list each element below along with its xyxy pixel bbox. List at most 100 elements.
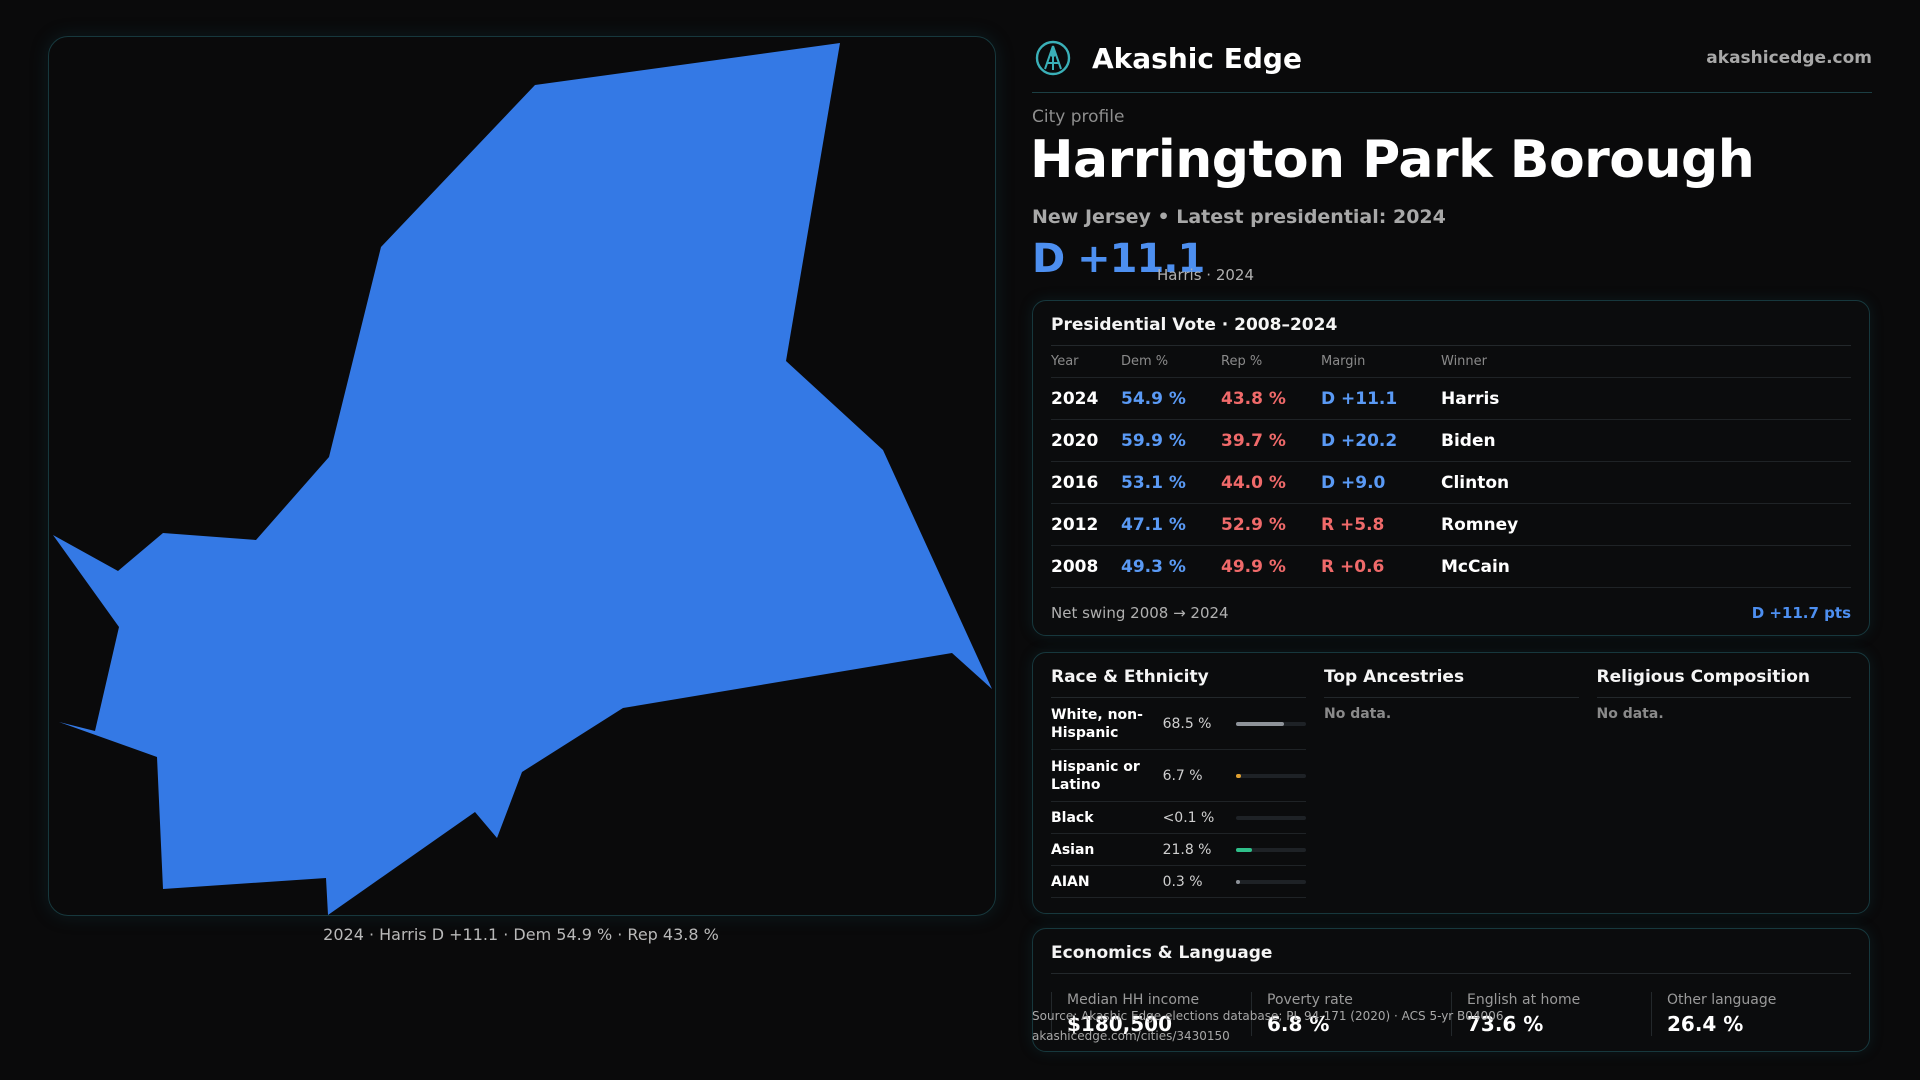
row-year: 2024 (1051, 388, 1099, 409)
city-boundary-map (53, 43, 992, 915)
race-ethnicity-title: Race & Ethnicity (1051, 667, 1306, 698)
economics-stat: English at home 73.6 % (1451, 992, 1651, 1036)
race-bar-fill (1236, 721, 1285, 726)
race-row: Black <0.1 % (1051, 802, 1306, 834)
presidential-table-body: 2024 54.9 % 43.8 % D +11.1 Harris 2020 59.9 % 3… (1051, 378, 1851, 588)
row-margin: D +20.2 (1321, 430, 1398, 451)
race-label: Asian (1051, 841, 1095, 858)
race-row: Asian 21.8 % (1051, 834, 1306, 866)
header-winner: Winner (1441, 354, 1488, 369)
header-dem: Dem % (1121, 354, 1169, 369)
presidential-row-2024: 2024 54.9 % 43.8 % D +11.1 Harris (1051, 378, 1851, 420)
economics-stat-label: English at home (1467, 992, 1581, 1008)
race-value: 6.7 % (1162, 767, 1203, 784)
row-winner: Biden (1441, 430, 1496, 451)
economics-language-title: Economics & Language (1051, 943, 1851, 974)
header-margin: Margin (1321, 354, 1366, 369)
economics-stat: Other language 26.4 % (1651, 992, 1851, 1036)
row-dem-pct: 49.3 % (1121, 556, 1186, 577)
race-value: <0.1 % (1162, 809, 1215, 826)
economics-stat-value: 73.6 % (1467, 1012, 1544, 1036)
row-rep-pct: 43.8 % (1221, 388, 1286, 409)
presidential-row-2008: 2008 49.3 % 49.9 % R +0.6 McCain (1051, 546, 1851, 588)
row-dem-pct: 54.9 % (1121, 388, 1186, 409)
race-label: AIAN (1051, 873, 1090, 890)
header-year: Year (1051, 354, 1079, 369)
presidential-vote-title: Presidential Vote · 2008–2024 (1051, 315, 1851, 346)
net-swing-row: Net swing 2008 → 2024 D +11.7 pts (1051, 596, 1851, 630)
race-row: Hispanic or Latino 6.7 % (1051, 750, 1306, 802)
headline-margin-meta: Harris · 2024 (1157, 266, 1255, 284)
row-year: 2012 (1051, 514, 1099, 535)
race-label: Black (1051, 809, 1094, 826)
race-bar-track (1236, 721, 1306, 726)
city-boundary-shape[interactable] (53, 43, 992, 915)
economics-stat: Poverty rate 6.8 % (1251, 992, 1451, 1036)
race-row: White, non-Hispanic 68.5 % (1051, 698, 1306, 750)
race-bar-fill (1236, 879, 1241, 884)
map-panel[interactable] (48, 36, 996, 916)
race-bar-track (1236, 815, 1306, 820)
row-rep-pct: 52.9 % (1221, 514, 1286, 535)
economics-stat: Median HH income $180,500 (1051, 992, 1251, 1036)
economics-language-card: Economics & Language Median HH income $18… (1032, 928, 1870, 1052)
economics-stat-label: Other language (1667, 992, 1777, 1008)
presidential-row-2012: 2012 47.1 % 52.9 % R +5.8 Romney (1051, 504, 1851, 546)
header-rep: Rep % (1221, 354, 1263, 369)
race-bar-fill (1236, 773, 1241, 778)
brand-url-link[interactable]: akashicedge.com (1706, 48, 1872, 68)
header-divider (1032, 92, 1872, 93)
row-year: 2016 (1051, 472, 1099, 493)
map-caption: 2024 · Harris D +11.1 · Dem 54.9 % · Rep… (323, 925, 719, 944)
presidential-table-header: Year Dem % Rep % Margin Winner (1051, 346, 1851, 378)
race-bar-track (1236, 879, 1306, 884)
top-ancestries-empty: No data. (1324, 706, 1392, 722)
source-text: Source: Akashic Edge elections database;… (1032, 1009, 1504, 1023)
row-year: 2008 (1051, 556, 1099, 577)
religious-composition-title: Religious Composition (1596, 667, 1851, 698)
economics-stat-value: 26.4 % (1667, 1012, 1744, 1036)
economics-grid: Median HH income $180,500 Poverty rate 6.8 … (1051, 992, 1851, 1036)
presidential-row-2016: 2016 53.1 % 44.0 % D +9.0 Clinton (1051, 462, 1851, 504)
row-year: 2020 (1051, 430, 1099, 451)
row-dem-pct: 47.1 % (1121, 514, 1186, 535)
presidential-vote-card: Presidential Vote · 2008–2024 Year Dem %… (1032, 300, 1870, 636)
page-kicker: City profile (1032, 107, 1125, 127)
religious-composition-empty: No data. (1596, 706, 1664, 722)
race-label: White, non-Hispanic (1051, 706, 1143, 741)
row-rep-pct: 44.0 % (1221, 472, 1286, 493)
economics-stat-value: 6.8 % (1267, 1012, 1330, 1036)
headline-margin: D +11.1 (1032, 236, 1205, 282)
race-row: AIAN 0.3 % (1051, 866, 1306, 898)
row-rep-pct: 39.7 % (1221, 430, 1286, 451)
top-ancestries-title: Top Ancestries (1324, 667, 1579, 698)
presidential-row-2020: 2020 59.9 % 39.7 % D +20.2 Biden (1051, 420, 1851, 462)
row-margin: R +0.6 (1321, 556, 1385, 577)
race-value: 21.8 % (1162, 841, 1212, 858)
row-winner: McCain (1441, 556, 1510, 577)
row-rep-pct: 49.9 % (1221, 556, 1286, 577)
top-ancestries-section: Top Ancestries No data. (1324, 667, 1579, 899)
row-winner: Clinton (1441, 472, 1510, 493)
economics-stat-label: Median HH income (1067, 992, 1200, 1008)
net-swing-value: D +11.7 pts (1751, 604, 1851, 622)
religious-composition-section: Religious Composition No data. (1596, 667, 1851, 899)
row-margin: D +9.0 (1321, 472, 1386, 493)
row-dem-pct: 59.9 % (1121, 430, 1186, 451)
row-winner: Harris (1441, 388, 1500, 409)
row-margin: D +11.1 (1321, 388, 1398, 409)
race-ethnicity-list: White, non-Hispanic 68.5 % Hispanic or Lat… (1051, 698, 1306, 898)
source-note: Source: Akashic Edge elections database;… (1032, 1006, 1503, 1046)
page-title: Harrington Park Borough (1030, 130, 1755, 190)
economics-stat-label: Poverty rate (1267, 992, 1353, 1008)
race-bar-fill (1236, 847, 1252, 852)
akashic-edge-logo-icon (1035, 40, 1071, 76)
net-swing-label: Net swing 2008 → 2024 (1051, 604, 1229, 622)
brand-name: Akashic Edge (1092, 41, 1302, 75)
row-winner: Romney (1441, 514, 1519, 535)
brand[interactable]: Akashic Edge (1034, 38, 1302, 78)
row-dem-pct: 53.1 % (1121, 472, 1186, 493)
race-bar-track (1236, 773, 1306, 778)
source-link[interactable]: akashicedge.com/cities/3430150 (1032, 1029, 1230, 1043)
race-bar-track (1236, 847, 1306, 852)
